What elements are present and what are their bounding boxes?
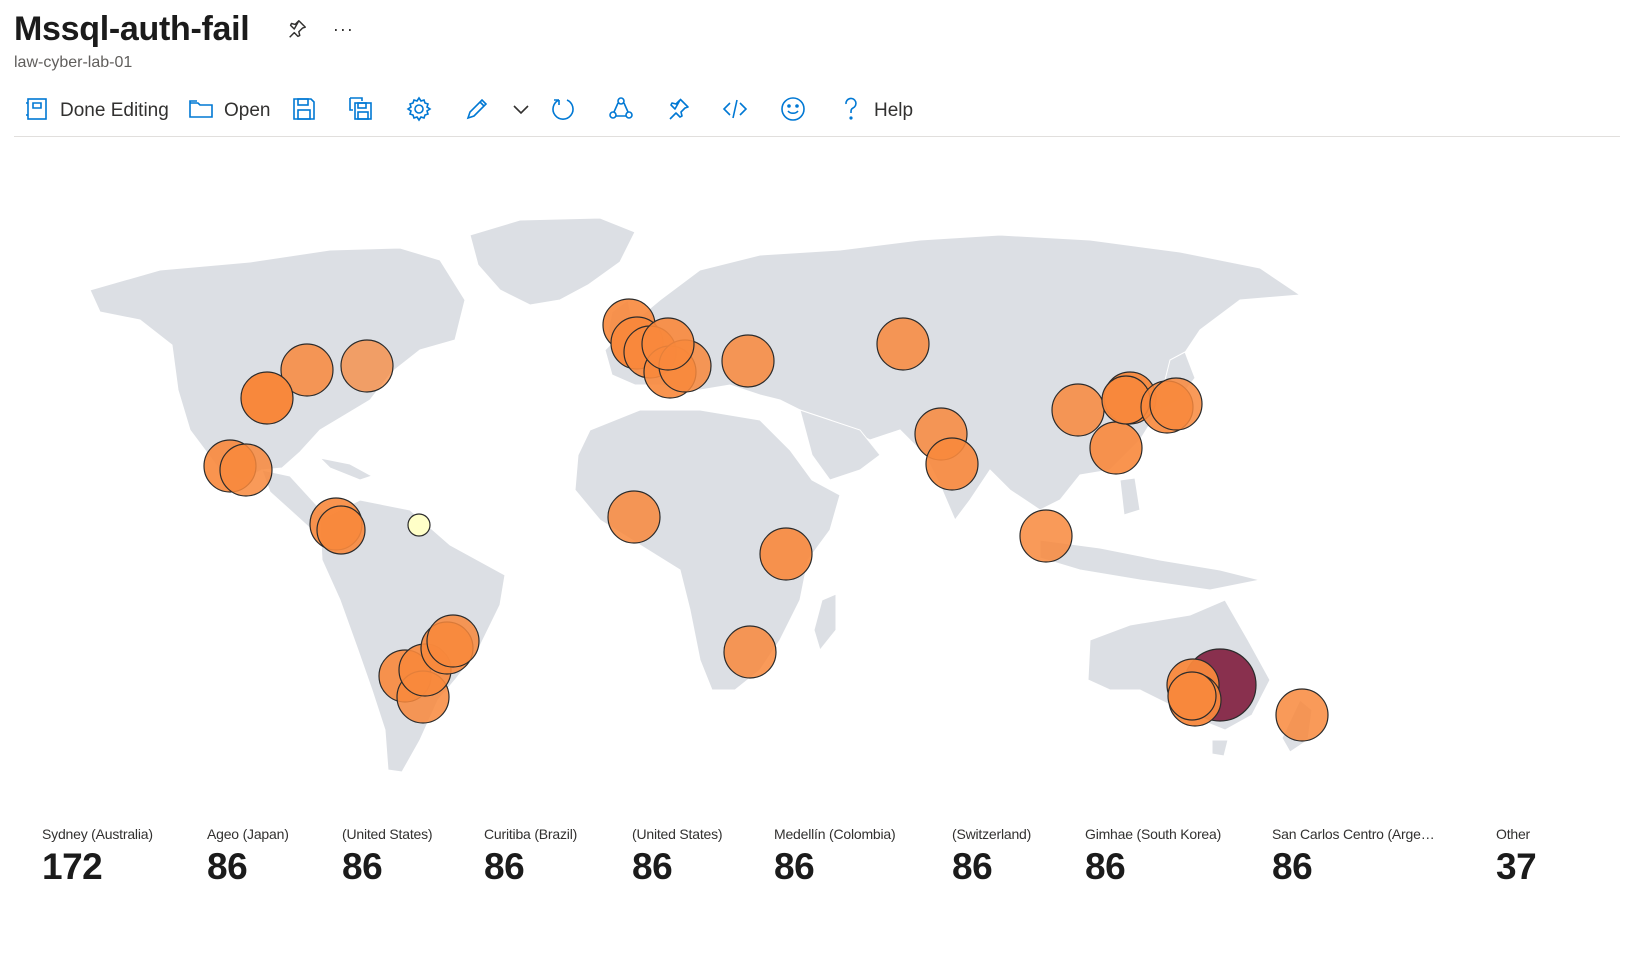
more-options-button[interactable]: ··· [332, 18, 354, 39]
share-icon [608, 96, 634, 127]
stat-tile-label: Curitiba (Brazil) [484, 826, 578, 842]
stat-tile-value: 86 [342, 846, 383, 887]
code-icon [722, 96, 748, 127]
stat-tiles: Sydney (Australia) 172 Ageo (Japan) 86 (… [0, 826, 1634, 906]
land-arabia [799, 409, 881, 481]
stat-tile-value: 86 [774, 846, 815, 887]
stat-tile[interactable]: (United States) 86 [632, 826, 722, 888]
folder-icon [188, 96, 214, 127]
save-as-button[interactable] [348, 92, 374, 130]
land-greenland [469, 217, 636, 306]
settings-button[interactable] [406, 92, 432, 130]
location-bubble[interactable] [1167, 671, 1217, 721]
location-bubble[interactable] [759, 527, 813, 581]
bubble-layer [203, 298, 1329, 742]
stat-tile-label: San Carlos Centro (Argent... [1272, 826, 1442, 842]
stat-tile[interactable]: Medellín (Colombia) 86 [774, 826, 895, 888]
stat-tile-label: (United States) [342, 826, 433, 842]
location-bubble[interactable] [641, 317, 695, 371]
land-madagascar [813, 593, 837, 652]
land-indonesia [1039, 539, 1261, 591]
save-button[interactable] [291, 92, 317, 130]
help-label: Help [874, 100, 914, 121]
location-bubble[interactable] [1089, 421, 1143, 475]
location-bubble[interactable] [407, 513, 431, 537]
stat-tile-label: (Switzerland) [952, 826, 1032, 842]
location-bubble[interactable] [925, 437, 979, 491]
share-button[interactable] [608, 92, 634, 130]
location-bubble[interactable] [607, 490, 661, 544]
edit-dropdown-button[interactable] [508, 92, 534, 130]
edit-button[interactable] [464, 92, 490, 130]
stat-tile[interactable]: Ageo (Japan) 86 [207, 826, 289, 888]
workspace-subtitle: law-cyber-lab-01 [14, 54, 133, 71]
stat-tile-value: 86 [1085, 846, 1126, 887]
stat-tile-value: 37 [1496, 846, 1537, 887]
stat-tile[interactable]: Other 37 [1496, 826, 1537, 888]
stat-tile-value: 172 [42, 846, 103, 887]
stat-tile-label: Gimhae (South Korea) [1085, 826, 1222, 842]
help-icon [838, 96, 864, 127]
location-bubble[interactable] [240, 371, 294, 425]
location-bubble[interactable] [280, 343, 334, 397]
done-editing-label: Done Editing [60, 100, 169, 121]
land-north-america [89, 247, 466, 481]
code-button[interactable] [722, 92, 748, 130]
smiley-icon [780, 96, 806, 127]
toolbar: Done Editing Open [14, 92, 1620, 137]
stat-tile-label: Other [1496, 826, 1531, 842]
stat-tile[interactable]: Curitiba (Brazil) 86 [484, 826, 577, 888]
location-bubble[interactable] [340, 339, 394, 393]
land-tasmania [1211, 739, 1229, 757]
open-label: Open [224, 100, 271, 121]
stat-tile-label: Sydney (Australia) [42, 826, 153, 842]
stat-tile[interactable]: (United States) 86 [342, 826, 432, 888]
location-bubble[interactable] [1051, 383, 1105, 437]
done-editing-button[interactable]: Done Editing [24, 92, 169, 130]
location-bubble[interactable] [1149, 377, 1203, 431]
feedback-button[interactable] [780, 92, 806, 130]
chevron-down-icon [508, 96, 534, 127]
stat-tile-value: 86 [1272, 846, 1313, 887]
land-caribbean [318, 457, 374, 481]
save-icon [291, 96, 317, 127]
stat-tile[interactable]: San Carlos Centro (Argent... 86 [1272, 826, 1442, 888]
pin-icon[interactable] [285, 17, 309, 41]
refresh-button[interactable] [550, 92, 576, 130]
land-masses [89, 217, 1313, 773]
stat-tile[interactable]: (Switzerland) 86 [952, 826, 1031, 888]
world-map[interactable] [0, 150, 1634, 820]
location-bubble[interactable] [316, 505, 366, 555]
land-philippines [1119, 477, 1141, 516]
stat-tile-value: 86 [484, 846, 525, 887]
stat-tile-label: Ageo (Japan) [207, 826, 289, 842]
title-row: Mssql-auth-fail ··· [14, 6, 355, 52]
location-bubble[interactable] [721, 334, 775, 388]
page-title: Mssql-auth-fail [14, 9, 250, 48]
save-as-icon [348, 96, 374, 127]
location-bubble[interactable] [1275, 688, 1329, 742]
stat-tile[interactable]: Sydney (Australia) 172 [42, 826, 153, 888]
done-editing-icon [24, 96, 50, 127]
location-bubble[interactable] [1019, 509, 1073, 563]
pin-button[interactable] [665, 92, 691, 130]
stat-tile-label: (United States) [632, 826, 723, 842]
gear-icon [406, 96, 432, 127]
stat-tile[interactable]: Gimhae (South Korea) 86 [1085, 826, 1221, 888]
stat-tile-value: 86 [632, 846, 673, 887]
pencil-icon [464, 96, 490, 127]
refresh-icon [550, 96, 576, 127]
location-bubble[interactable] [723, 625, 777, 679]
location-bubble[interactable] [876, 317, 930, 371]
location-bubble[interactable] [426, 614, 480, 668]
open-button[interactable]: Open [188, 92, 270, 130]
stat-tile-value: 86 [207, 846, 248, 887]
pin-icon [665, 96, 691, 127]
help-button[interactable]: Help [838, 92, 913, 130]
location-bubble[interactable] [219, 443, 273, 497]
stat-tile-label: Medellín (Colombia) [774, 826, 896, 842]
stat-tile-value: 86 [952, 846, 993, 887]
